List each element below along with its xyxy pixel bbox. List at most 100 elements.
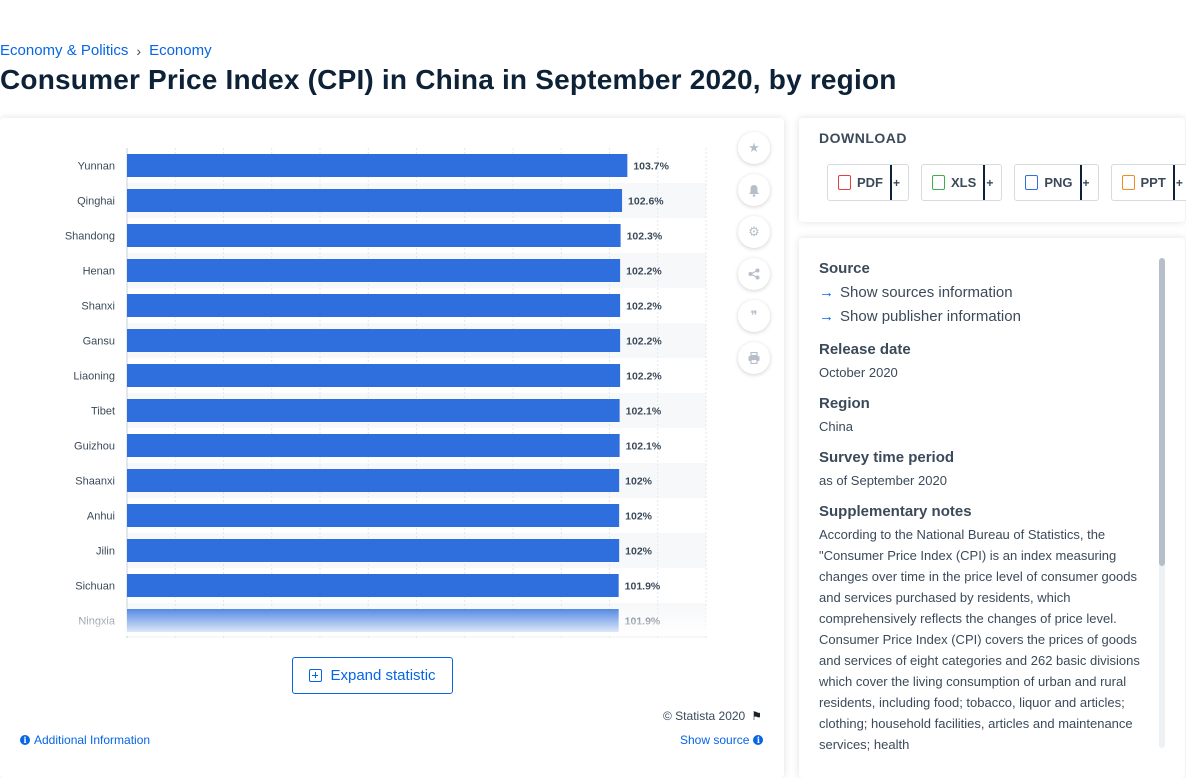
download-xls-label: XLS <box>951 175 977 190</box>
category-label: Liaoning <box>73 371 115 383</box>
data-label: 102.1% <box>626 441 662 453</box>
region-heading: Region <box>819 395 870 412</box>
region-section: Region China <box>819 395 1145 437</box>
category-label: Jilin <box>96 546 115 558</box>
additional-information-link[interactable]: i Additional Information <box>20 733 150 747</box>
category-label: Shandong <box>65 231 115 243</box>
bar <box>127 364 621 387</box>
scrollbar-thumb[interactable] <box>1159 258 1165 566</box>
data-label: 102.2% <box>626 266 662 278</box>
show-sources-label: Show sources information <box>840 284 1013 301</box>
chart-tools: ★ ⚙ ❞ <box>738 132 770 374</box>
plus-icon: + <box>1175 175 1183 190</box>
xls-file-icon <box>932 175 946 190</box>
flag-icon[interactable]: ⚑ <box>751 709 762 723</box>
download-ppt-button[interactable]: PPT + <box>1110 164 1186 201</box>
download-pdf-button[interactable]: PDF + <box>827 164 910 201</box>
plus-icon: + <box>893 175 901 190</box>
supplementary-notes-value: According to the National Bureau of Stat… <box>819 527 1140 752</box>
breadcrumb-economy[interactable]: Economy <box>149 42 212 59</box>
category-label: Guizhou <box>74 441 115 453</box>
bar <box>127 259 621 282</box>
data-label: 102% <box>625 546 653 558</box>
ppt-file-icon <box>1121 175 1135 190</box>
bar <box>127 469 620 492</box>
info-icon: i <box>753 735 764 745</box>
premium-stripe <box>890 165 893 200</box>
data-label: 102.3% <box>627 231 663 243</box>
data-label: 102.2% <box>626 301 662 313</box>
source-heading: Source <box>819 260 870 277</box>
category-label: Qinghai <box>77 196 115 208</box>
category-label: Sichuan <box>75 581 115 593</box>
bell-icon[interactable] <box>738 174 770 206</box>
plus-icon: + <box>986 175 994 190</box>
arrow-right-icon: → <box>819 284 834 301</box>
bar <box>127 504 620 527</box>
data-label: 102.1% <box>626 406 662 418</box>
info-icon: i <box>20 735 30 745</box>
category-label: Tibet <box>91 406 115 418</box>
breadcrumb-economy-politics[interactable]: Economy & Politics <box>0 42 129 59</box>
bar <box>127 329 621 352</box>
pdf-file-icon <box>838 175 851 190</box>
copyright: © Statista 2020 ⚑ <box>663 709 762 723</box>
arrow-right-icon: → <box>819 308 834 325</box>
download-xls-button[interactable]: XLS + <box>921 164 1003 201</box>
statistic-details-card: Source → Show sources information → Show… <box>799 238 1185 778</box>
plus-icon: + <box>1082 175 1090 190</box>
expand-statistic-label: Expand statistic <box>330 667 436 684</box>
premium-stripe <box>1172 165 1175 200</box>
download-png-button[interactable]: PNG + <box>1014 164 1099 201</box>
download-title: DOWNLOAD <box>819 130 907 146</box>
download-card: DOWNLOAD PDF + XLS + PNG + PPT + <box>799 118 1186 222</box>
show-publisher-link[interactable]: → Show publisher information <box>819 305 1145 329</box>
bar <box>127 539 620 562</box>
release-date-section: Release date October 2020 <box>819 341 1145 383</box>
category-label: Yunnan <box>78 161 115 173</box>
release-date-value: October 2020 <box>819 365 898 380</box>
source-section: Source → Show sources information → Show… <box>819 260 1145 329</box>
premium-stripe <box>1079 165 1082 200</box>
show-source-label: Show source <box>680 733 750 747</box>
category-label: Anhui <box>87 511 115 523</box>
expand-statistic-button[interactable]: Expand statistic <box>292 657 453 694</box>
page-title: Consumer Price Index (CPI) in China in S… <box>0 64 897 95</box>
gear-icon[interactable]: ⚙ <box>738 216 770 248</box>
png-file-icon <box>1025 175 1039 190</box>
survey-period-section: Survey time period as of September 2020 <box>819 449 1145 491</box>
premium-stripe <box>983 165 986 200</box>
data-label: 102.2% <box>626 336 662 348</box>
data-label: 102% <box>625 511 653 523</box>
additional-information-label: Additional Information <box>34 733 151 747</box>
show-sources-link[interactable]: → Show sources information <box>819 281 1145 305</box>
bar <box>127 399 620 422</box>
data-label: 102% <box>625 476 653 488</box>
show-source-link[interactable]: Show source i <box>680 733 764 747</box>
print-icon[interactable] <box>738 342 770 374</box>
download-ppt-label: PPT <box>1140 175 1166 190</box>
share-icon[interactable] <box>738 258 770 290</box>
statistic-details: Source → Show sources information → Show… <box>819 260 1145 767</box>
release-date-heading: Release date <box>819 341 911 358</box>
bar <box>127 224 621 247</box>
download-buttons: PDF + XLS + PNG + PPT + <box>827 164 1186 201</box>
download-pdf-label: PDF <box>857 175 883 190</box>
region-value: China <box>819 419 853 434</box>
details-scrollbar[interactable] <box>1159 258 1165 748</box>
star-icon[interactable]: ★ <box>738 132 770 164</box>
bar <box>127 434 620 457</box>
chart-fade-overlay <box>0 606 720 636</box>
supplementary-notes-section: Supplementary notes According to the Nat… <box>819 503 1145 755</box>
download-png-label: PNG <box>1044 175 1073 190</box>
category-label: Henan <box>83 266 115 278</box>
category-label: Shaanxi <box>75 476 115 488</box>
quote-icon[interactable]: ❞ <box>738 300 770 332</box>
chart-card: Yunnan 103.7% Qinghai 102.6% Shandong 102.3% H… <box>0 118 784 778</box>
bar <box>127 574 619 597</box>
bar <box>127 154 628 177</box>
bar-chart: Yunnan 103.7% Qinghai 102.6% Shandong 102.3% H… <box>65 148 707 638</box>
breadcrumb-separator: › <box>136 42 142 59</box>
breadcrumb: Economy & Politics › Economy <box>0 42 212 59</box>
data-label: 103.7% <box>633 161 669 173</box>
